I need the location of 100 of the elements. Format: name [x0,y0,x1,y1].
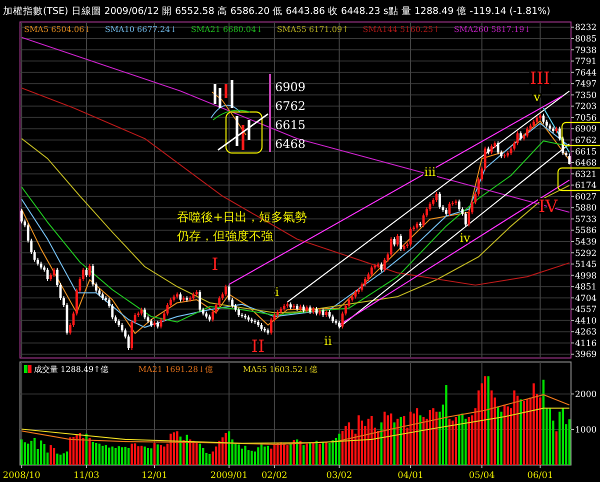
bar [250,450,253,465]
bar [40,440,42,465]
x-tick-label: 03/02 [326,471,352,481]
line-series [21,394,570,445]
bar [76,434,78,465]
bar [43,444,46,465]
candlestick [380,262,383,272]
bar [146,448,150,465]
chart-title: 加權指數(TSE) 日線圖 2009/06/12 開 6552.58 高 6586.20 低 6443.86 收 6448.23 s點 量 1288.49 億 -119.14 (-1.81%) [3,5,550,17]
bar [539,398,542,465]
y-tick-label: 8085 [575,34,597,44]
candlestick [370,265,373,277]
y-tick-label: 7056 [575,113,597,124]
bar [247,450,250,465]
candlestick [464,211,467,227]
candlestick [568,152,571,165]
annotation: 6762 [275,99,306,113]
candlestick [490,144,493,155]
bar [124,446,126,465]
bar [130,444,133,465]
bar [532,383,535,465]
y-tick-label: 7644 [575,68,597,78]
x-tick-label: 02/02 [261,471,288,481]
legend-label: 成交量 1288.49↑億 [34,365,108,374]
annotation: 6909 [275,80,306,94]
annotation: v [532,90,541,104]
candlestick [458,199,460,212]
bar [419,415,422,465]
bar [69,437,72,465]
y-tick-label: 5733 [575,214,597,225]
annotation: 6468 [275,137,306,151]
bar [50,445,52,465]
y-tick-label: 4998 [575,271,597,282]
bar [111,446,114,465]
y-tick-label: 5586 [575,226,597,236]
y-tick-label: 2000 [575,390,597,400]
y-tick-label: 7791 [575,57,597,68]
bar [338,434,340,465]
y-tick-label: 3969 [575,350,597,360]
y-tick-label: 7938 [575,46,597,56]
candlestick [526,126,528,138]
y-tick-label: 8232 [575,23,597,34]
bar [134,443,136,465]
y-tick-label: 4263 [575,328,597,338]
bar [88,438,91,465]
candlestick [396,234,399,247]
y-tick-label: 7203 [575,102,597,112]
candlestick [393,236,396,247]
bar [56,454,58,465]
bar [224,433,227,465]
bar [344,426,347,465]
y-tick-label: 4410 [575,316,597,326]
x-tick-label: 05/04 [468,471,496,481]
y-tick-label: 6762 [575,136,597,146]
candlestick [438,191,441,210]
candlestick [400,234,402,252]
y-tick-label: 4557 [575,305,597,316]
bar [283,444,286,465]
candlestick [496,140,500,155]
y-tick-label: 6174 [575,181,597,192]
bar [548,408,552,465]
bar [218,440,220,465]
bar [377,430,380,465]
x-tick-label: 2008/10 [2,471,41,481]
bar [198,444,201,465]
bar [244,446,246,465]
bar [325,442,328,465]
bar [140,446,143,465]
bar [302,445,305,465]
bar [59,454,62,465]
bar [92,442,94,465]
bar [150,448,152,465]
legend: 成交量 1288.49↑億 MA21 1691.28↓億 MA55 1603.52↓億 [24,365,318,374]
bar [306,444,308,465]
bar [137,446,140,465]
annotation: 6615 [275,118,306,132]
x-tick-label: 11/03 [73,471,100,481]
bar [66,452,68,465]
bar [33,438,36,465]
annotation: II [251,337,265,357]
y-tick-label: 4851 [575,282,597,293]
y-tick-label: 5439 [575,237,597,248]
candlestick [198,290,202,312]
candlestick [179,292,182,302]
bar [104,445,107,465]
bar [526,399,528,465]
bar [120,447,124,465]
bar [62,453,65,465]
bar [276,442,279,465]
annotation: ii [324,334,332,348]
bar [52,448,56,465]
bar [400,417,402,465]
candlestick [238,307,240,318]
bar [182,440,185,465]
bar [558,412,561,465]
bar [562,408,564,465]
bar [432,408,434,465]
bar [312,442,314,465]
bar [257,447,260,465]
bar [458,415,460,465]
